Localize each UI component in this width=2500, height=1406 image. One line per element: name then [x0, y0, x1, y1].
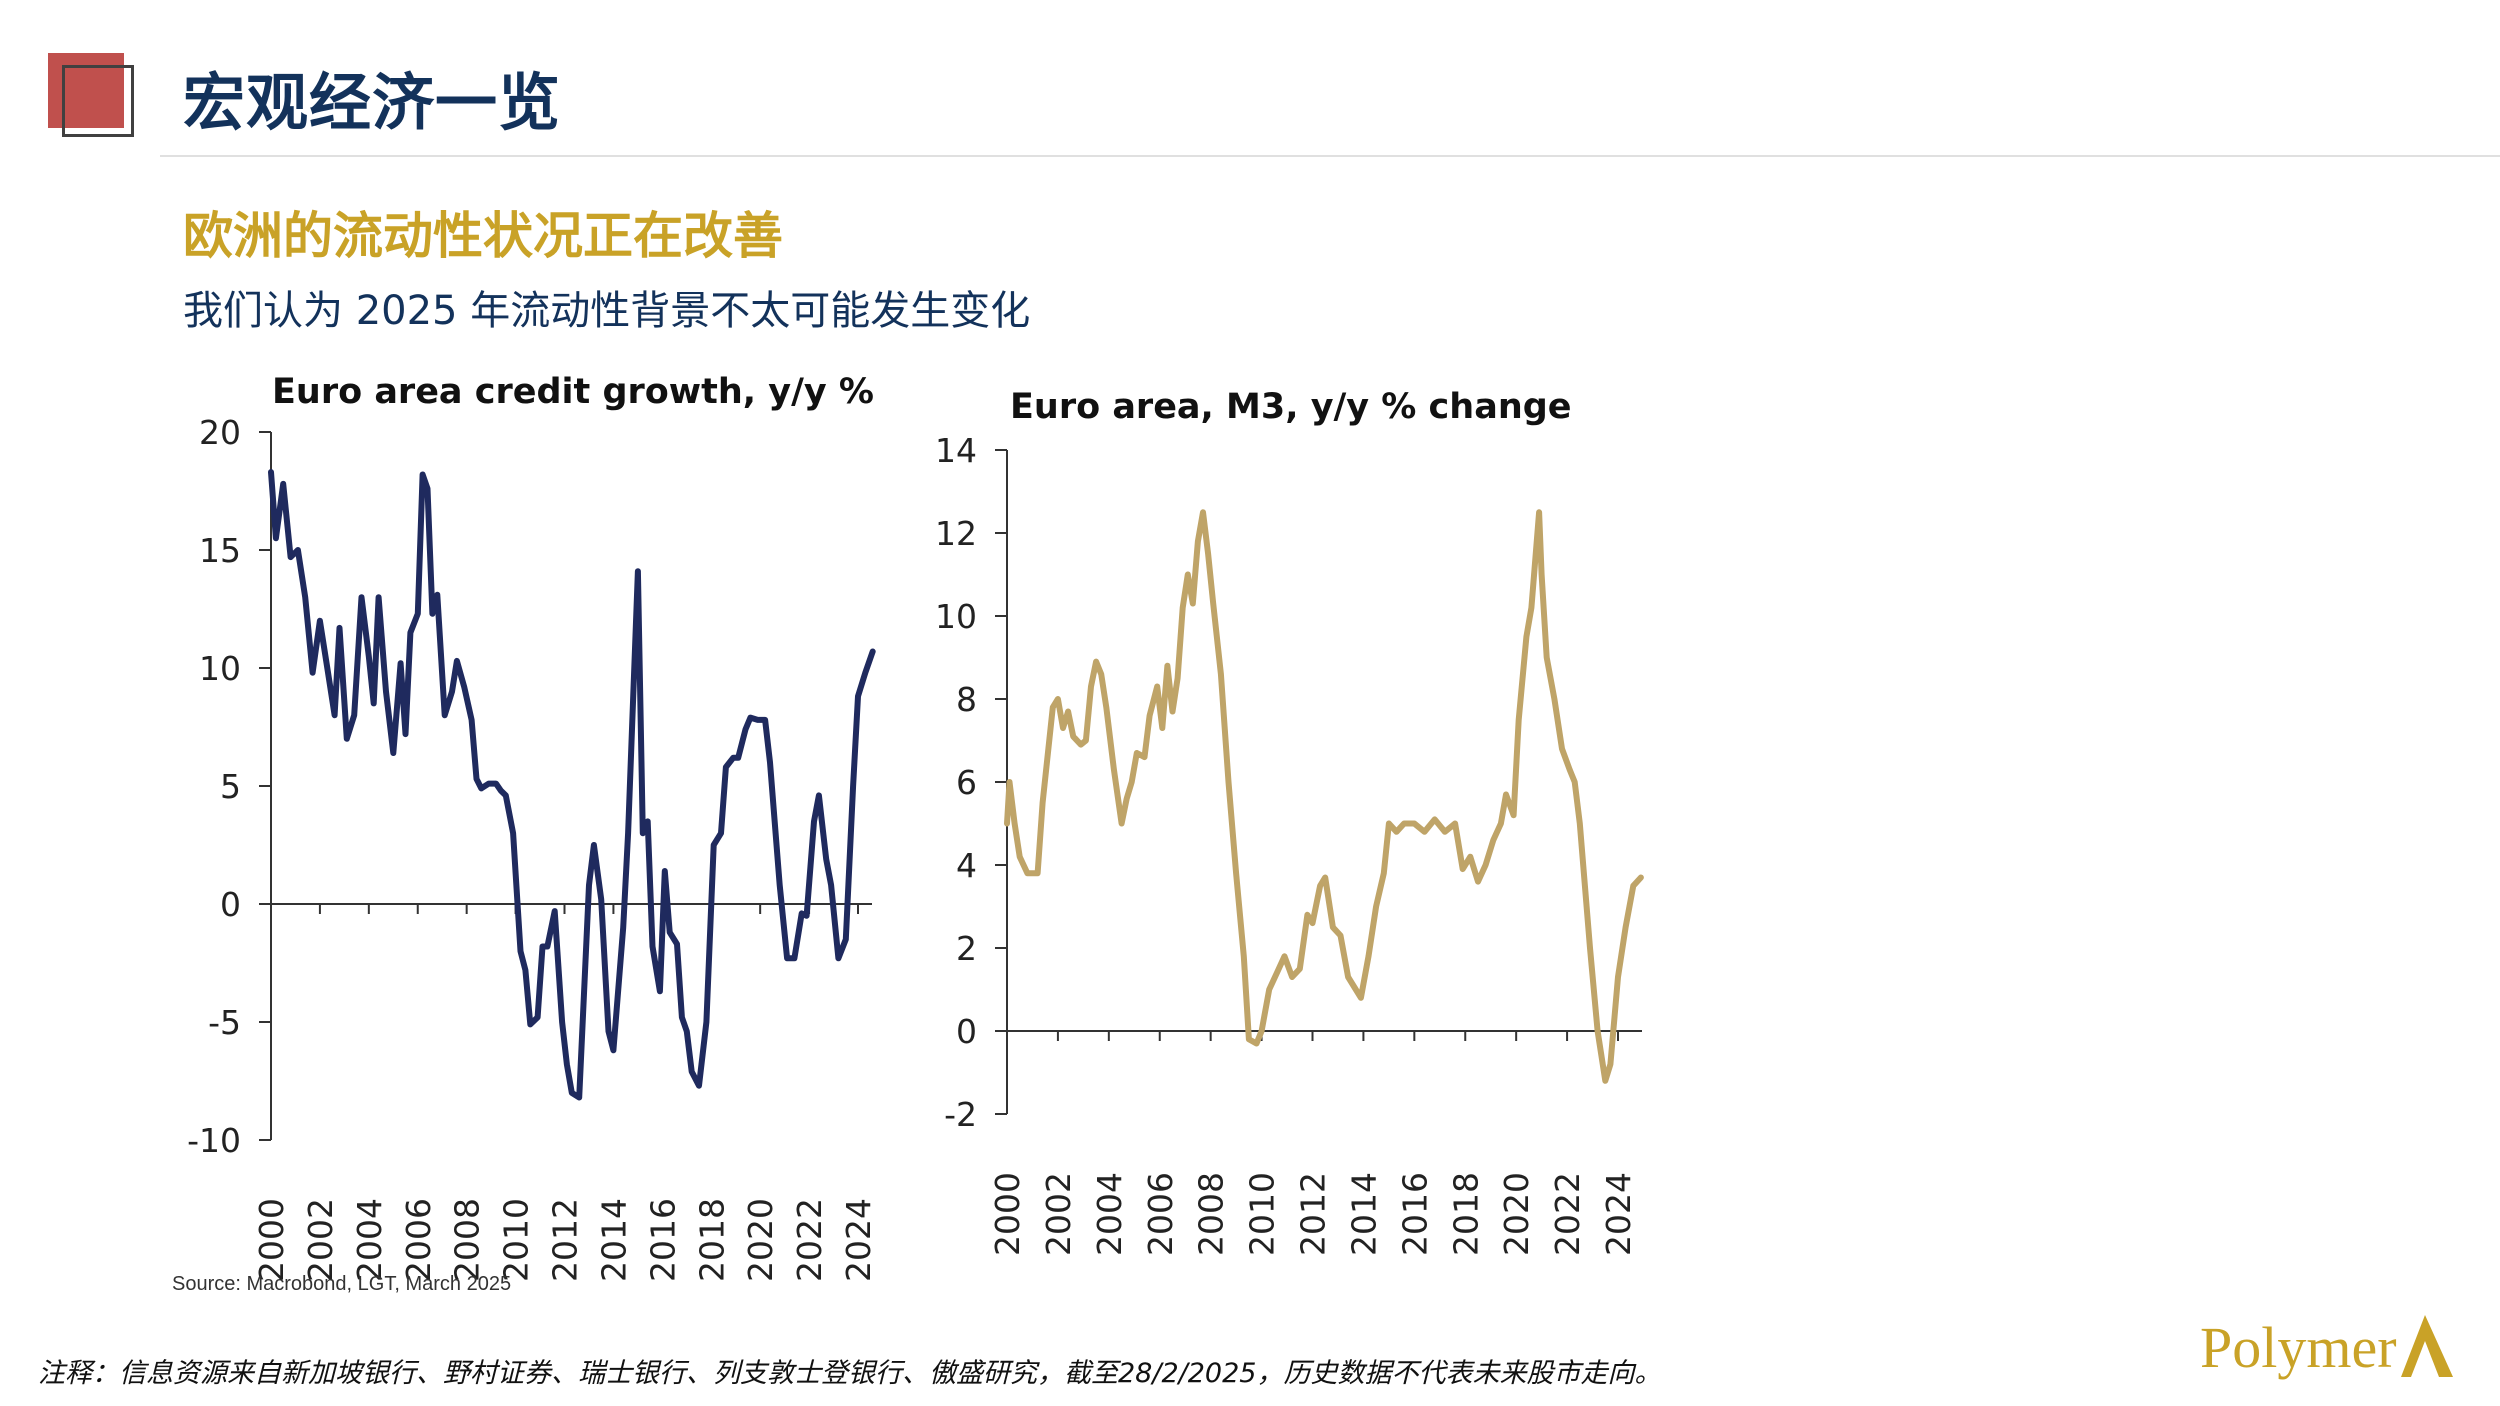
section-heading: 欧洲的流动性状况正在改善	[183, 207, 783, 265]
x-tick-label: 2006	[399, 1198, 438, 1282]
x-tick-label: 2008	[448, 1198, 487, 1282]
y-tick-label: 10	[199, 649, 241, 688]
header-divider	[160, 155, 2500, 157]
y-tick-label: 8	[956, 680, 977, 719]
x-tick-label: 2010	[1243, 1172, 1282, 1256]
series-line	[268, 469, 876, 1101]
y-tick-label: 20	[199, 413, 241, 452]
x-tick-label: 2012	[546, 1198, 585, 1282]
x-tick-label: 2022	[1548, 1172, 1587, 1256]
x-tick-label: 2016	[1395, 1172, 1434, 1256]
y-tick-label: 14	[935, 431, 977, 470]
x-tick-label: 2024	[839, 1198, 878, 1282]
polymer-logo: Polymer	[2200, 1305, 2453, 1377]
x-tick-label: 2014	[594, 1198, 633, 1282]
y-tick-label: 12	[935, 514, 977, 553]
y-tick-label: 6	[956, 763, 977, 802]
y-tick-label: 0	[956, 1012, 977, 1051]
x-tick-label: 2016	[643, 1198, 682, 1282]
x-tick-label: 2020	[741, 1198, 780, 1282]
x-tick-label: 2018	[692, 1198, 731, 1282]
logo-text: Polymer	[2200, 1315, 2397, 1380]
y-tick-label: 4	[956, 846, 977, 885]
series-line	[1004, 509, 1644, 1084]
y-tick-label: -2	[944, 1095, 977, 1134]
x-tick-label: 2010	[497, 1198, 536, 1282]
y-tick-label: 0	[220, 885, 241, 924]
x-tick-label: 2006	[1141, 1172, 1180, 1256]
x-tick-label: 2004	[350, 1198, 389, 1282]
section-subheading: 我们认为 2025 年流动性背景不太可能发生变化	[183, 288, 1031, 334]
x-tick-label: 2024	[1599, 1172, 1638, 1256]
chart-title: Euro area, M3, y/y % change	[1010, 387, 1572, 427]
y-tick-label: 10	[935, 597, 977, 636]
logo-a-mark-icon	[2400, 1315, 2453, 1377]
chart-source: Source: Macrobond, LGT, March 2025	[172, 1273, 512, 1295]
x-tick-label: 2002	[301, 1198, 340, 1282]
header-outline-square	[62, 65, 134, 137]
y-tick-label: -5	[208, 1003, 241, 1042]
y-tick-label: 15	[199, 531, 241, 570]
y-tick-label: -10	[187, 1121, 241, 1160]
y-tick-label: 2	[956, 929, 977, 968]
x-tick-label: 2008	[1192, 1172, 1231, 1256]
y-tick-label: 5	[220, 767, 241, 806]
x-tick-label: 2014	[1344, 1172, 1383, 1256]
x-tick-label: 2012	[1294, 1172, 1333, 1256]
x-tick-label: 2000	[252, 1198, 291, 1282]
chart-title: Euro area credit growth, y/y %	[272, 372, 874, 412]
page-title: 宏观经济一览	[183, 66, 562, 139]
x-tick-label: 2002	[1039, 1172, 1078, 1256]
x-tick-label: 2020	[1497, 1172, 1536, 1256]
x-tick-label: 2018	[1446, 1172, 1485, 1256]
x-tick-label: 2022	[790, 1198, 829, 1282]
x-tick-label: 2000	[988, 1172, 1027, 1256]
footnote: 注释：信息资源来自新加坡银行、野村证券、瑞士银行、列支敦士登银行、傲盛研究，截至…	[38, 1358, 1662, 1389]
x-tick-label: 2004	[1090, 1172, 1129, 1256]
